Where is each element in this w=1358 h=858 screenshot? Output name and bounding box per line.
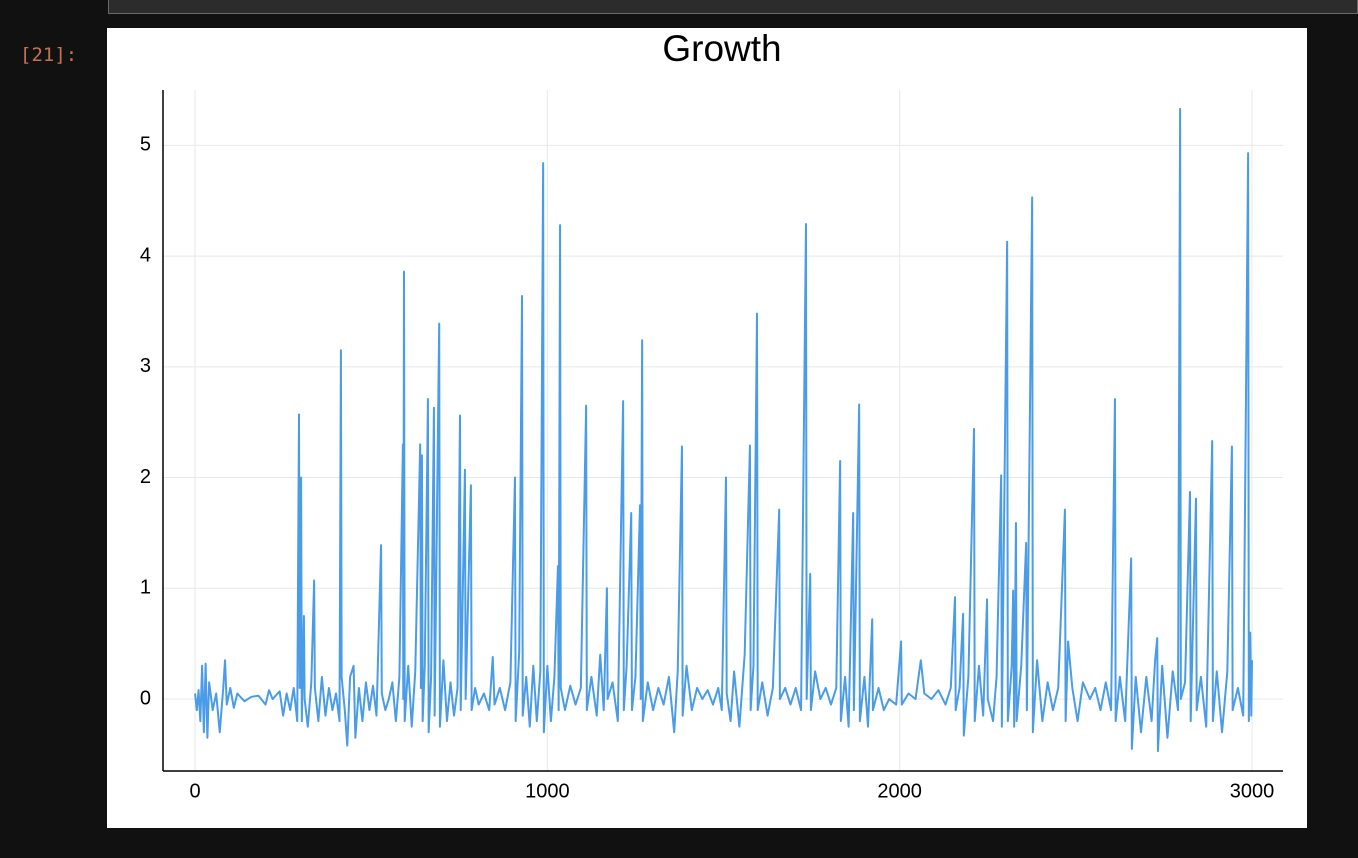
y-tick-label: 1	[140, 577, 151, 599]
data-line	[194, 107, 1253, 753]
x-tick-label: 1000	[525, 780, 570, 802]
x-tick-label: 2000	[877, 780, 922, 802]
y-tick-label: 0	[140, 687, 151, 709]
x-tick-label: 3000	[1230, 780, 1275, 802]
plot-background	[107, 28, 1307, 828]
y-tick-label: 2	[140, 466, 151, 488]
x-tick-label: 0	[189, 780, 200, 802]
cell-prompt: [21]:	[20, 44, 78, 66]
chart-title: Growth	[662, 28, 781, 69]
y-tick-label: 5	[140, 134, 151, 156]
y-tick-label: 3	[140, 355, 151, 377]
code-cell-edge[interactable]	[108, 0, 1358, 14]
y-tick-label: 4	[140, 244, 151, 266]
chart: Growth 0 1 2 3 4 5 0 1000 2000 3000	[107, 28, 1307, 828]
